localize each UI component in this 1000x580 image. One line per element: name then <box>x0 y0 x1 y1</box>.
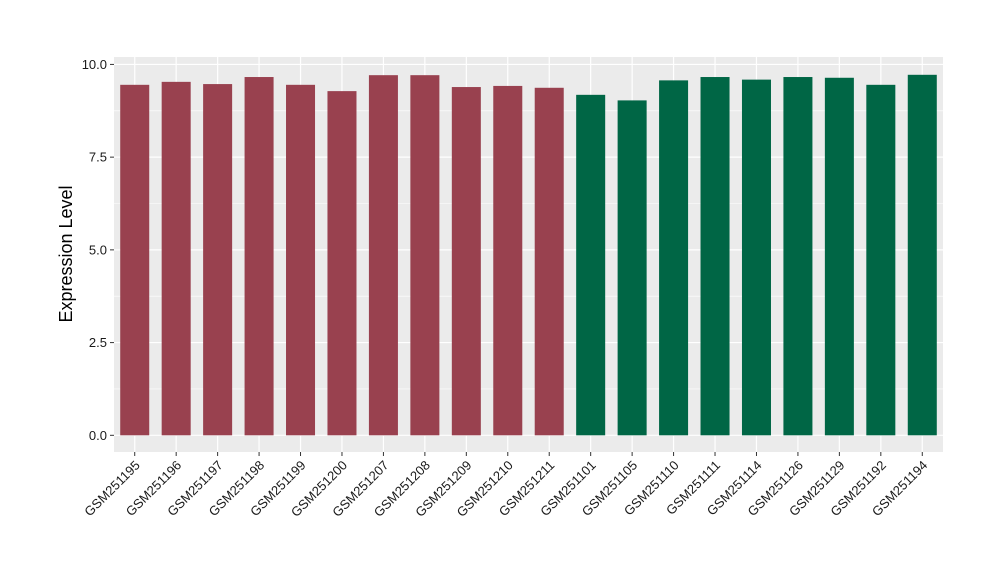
bar-GSM251192 <box>866 84 896 436</box>
bar-GSM251126 <box>783 77 813 436</box>
bar-GSM251208 <box>410 75 440 436</box>
bar-GSM251209 <box>451 87 481 436</box>
plot-panel <box>114 57 943 452</box>
y-tick-label: 5.0 <box>89 242 107 257</box>
bars <box>120 74 937 436</box>
y-tick-label: 10.0 <box>82 57 107 72</box>
y-tick-label: 2.5 <box>89 335 107 350</box>
bar-GSM251211 <box>534 87 564 436</box>
bar-GSM251198 <box>244 77 274 436</box>
bar-GSM251105 <box>617 100 647 436</box>
bar-GSM251129 <box>824 77 854 436</box>
bar-GSM251210 <box>493 85 523 436</box>
bar-GSM251196 <box>161 81 191 436</box>
bar-GSM251200 <box>327 91 357 436</box>
bar-GSM251207 <box>368 75 398 436</box>
bar-GSM251194 <box>907 74 937 436</box>
y-axis-title: Expression Level <box>56 185 76 322</box>
y-tick-label: 7.5 <box>89 150 107 165</box>
bar-GSM251101 <box>576 94 606 436</box>
y-tick-label: 0.0 <box>89 428 107 443</box>
bar-GSM251195 <box>120 84 150 436</box>
bar-GSM251114 <box>741 79 771 436</box>
bar-GSM251111 <box>700 77 730 436</box>
x-axis: GSM251195GSM251196GSM251197GSM251198GSM2… <box>81 452 930 520</box>
y-axis: 0.0 2.5 5.0 7.5 10.0 <box>82 57 114 443</box>
bar-GSM251197 <box>203 84 233 436</box>
bar-GSM251199 <box>286 84 316 436</box>
bar-GSM251110 <box>659 80 689 436</box>
